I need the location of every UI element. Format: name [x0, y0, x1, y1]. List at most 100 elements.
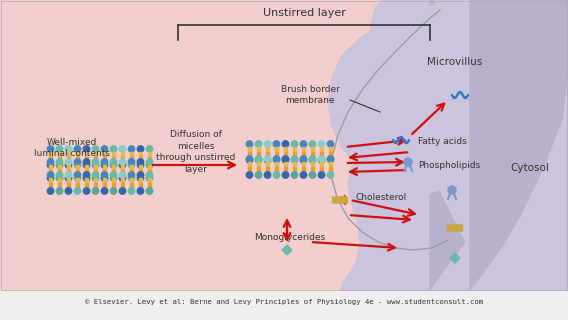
- Bar: [130, 170, 133, 175]
- Circle shape: [74, 172, 81, 178]
- Bar: [248, 152, 251, 157]
- Circle shape: [247, 157, 253, 163]
- Bar: [320, 162, 323, 167]
- Circle shape: [247, 141, 253, 147]
- Circle shape: [310, 141, 316, 147]
- Bar: [66, 170, 70, 175]
- Bar: [66, 152, 70, 157]
- Bar: [311, 162, 314, 167]
- Bar: [320, 167, 323, 172]
- Bar: [148, 170, 151, 175]
- Circle shape: [300, 141, 307, 147]
- Bar: [94, 170, 97, 175]
- Bar: [85, 152, 88, 157]
- Circle shape: [310, 157, 316, 163]
- Text: Cholesterol: Cholesterol: [355, 194, 406, 203]
- Text: Monoglycerides: Monoglycerides: [254, 234, 325, 243]
- Circle shape: [119, 188, 126, 194]
- Polygon shape: [282, 245, 292, 255]
- Bar: [257, 147, 260, 152]
- Bar: [49, 183, 52, 188]
- Circle shape: [56, 159, 62, 165]
- Bar: [329, 162, 332, 167]
- Bar: [49, 165, 52, 170]
- Circle shape: [300, 156, 307, 162]
- Circle shape: [92, 162, 99, 168]
- Bar: [121, 165, 124, 170]
- FancyBboxPatch shape: [332, 197, 348, 203]
- Bar: [121, 157, 124, 162]
- Circle shape: [137, 162, 144, 168]
- Text: Diffusion of
micelles
through unstirred
layer: Diffusion of micelles through unstirred …: [156, 130, 236, 174]
- Bar: [103, 178, 106, 183]
- Circle shape: [128, 175, 135, 181]
- Circle shape: [264, 156, 271, 162]
- Circle shape: [291, 156, 298, 162]
- Bar: [94, 178, 97, 183]
- Circle shape: [65, 172, 72, 178]
- Bar: [103, 170, 106, 175]
- Bar: [121, 170, 124, 175]
- Circle shape: [247, 156, 253, 162]
- Bar: [311, 152, 314, 157]
- Polygon shape: [328, 0, 568, 288]
- Bar: [58, 178, 61, 183]
- Bar: [66, 178, 70, 183]
- Bar: [103, 152, 106, 157]
- Circle shape: [128, 188, 135, 194]
- Circle shape: [404, 158, 412, 166]
- Circle shape: [83, 175, 90, 181]
- Circle shape: [137, 175, 144, 181]
- Text: Well-mixed
luminal contents: Well-mixed luminal contents: [34, 138, 110, 158]
- Bar: [112, 165, 115, 170]
- Circle shape: [92, 172, 99, 178]
- Circle shape: [282, 141, 289, 147]
- Circle shape: [65, 159, 72, 165]
- Circle shape: [137, 172, 144, 178]
- Bar: [58, 165, 61, 170]
- Bar: [76, 152, 80, 157]
- Bar: [257, 152, 260, 157]
- Circle shape: [327, 157, 334, 163]
- Circle shape: [264, 172, 271, 178]
- Bar: [302, 167, 306, 172]
- Bar: [283, 152, 287, 157]
- Circle shape: [147, 146, 153, 152]
- Circle shape: [147, 172, 153, 178]
- Bar: [130, 165, 133, 170]
- Circle shape: [56, 162, 62, 168]
- Circle shape: [327, 172, 334, 178]
- Text: Brush border
membrane: Brush border membrane: [281, 84, 340, 105]
- Text: Phospholipids: Phospholipids: [418, 161, 481, 170]
- Circle shape: [83, 159, 90, 165]
- Circle shape: [47, 172, 54, 178]
- Circle shape: [327, 156, 334, 162]
- Bar: [302, 162, 306, 167]
- Bar: [139, 157, 143, 162]
- Bar: [320, 152, 323, 157]
- Circle shape: [119, 175, 126, 181]
- Circle shape: [255, 157, 262, 163]
- Circle shape: [128, 146, 135, 152]
- Bar: [94, 165, 97, 170]
- Bar: [266, 167, 269, 172]
- Bar: [283, 162, 287, 167]
- Circle shape: [147, 188, 153, 194]
- Circle shape: [137, 159, 144, 165]
- Circle shape: [65, 162, 72, 168]
- Circle shape: [300, 172, 307, 178]
- Circle shape: [101, 162, 108, 168]
- Circle shape: [119, 146, 126, 152]
- Circle shape: [273, 156, 279, 162]
- Circle shape: [318, 157, 325, 163]
- Circle shape: [128, 162, 135, 168]
- Bar: [58, 157, 61, 162]
- Circle shape: [128, 172, 135, 178]
- Circle shape: [273, 141, 279, 147]
- Bar: [283, 167, 287, 172]
- Circle shape: [74, 188, 81, 194]
- Circle shape: [247, 172, 253, 178]
- Bar: [275, 152, 278, 157]
- Circle shape: [56, 175, 62, 181]
- Bar: [130, 183, 133, 188]
